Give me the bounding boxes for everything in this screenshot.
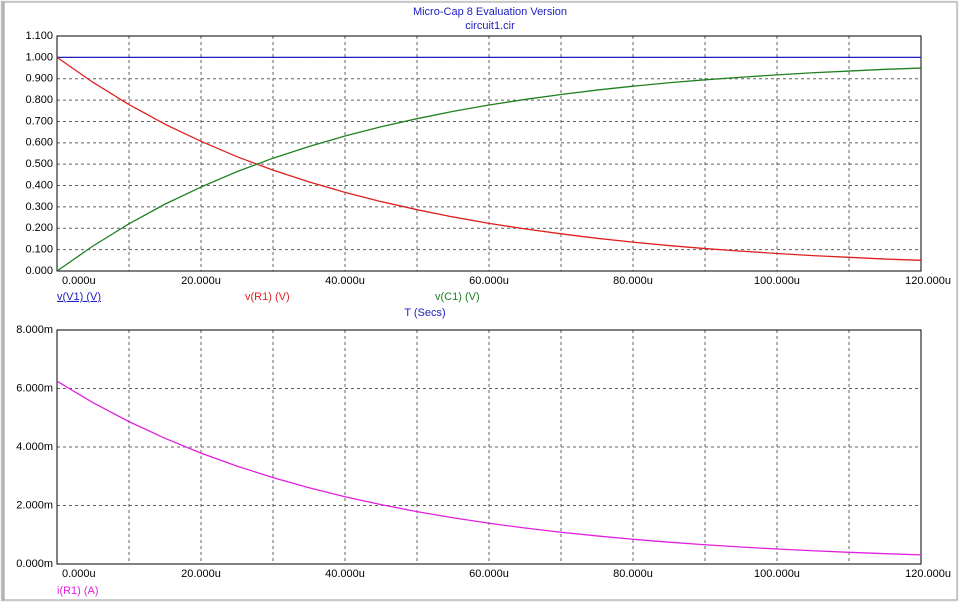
plot-frame — [56, 329, 922, 565]
x-tick-label: 120.000u — [905, 275, 951, 287]
window-edge — [1, 1, 4, 601]
x-tick-label: 0.000u — [62, 568, 96, 580]
y-tick-label: 0.300 — [25, 201, 53, 213]
x-tick-label: 100.000u — [754, 275, 800, 287]
y-tick-label: 0.400 — [25, 179, 53, 191]
x-tick-label: 80.000u — [613, 275, 653, 287]
y-tick-label: 0.600 — [25, 137, 53, 149]
y-tick-label: 0.900 — [25, 73, 53, 85]
legend-label: v(C1) (V) — [435, 291, 480, 303]
data-line — [56, 380, 922, 556]
y-tick-label: 1.100 — [25, 30, 53, 42]
legend-label: i(R1) (A) — [57, 585, 99, 597]
y-tick-label: 0.000 — [25, 265, 53, 277]
x-tick-label: 20.000u — [181, 275, 221, 287]
x-tick-label: 20.000u — [181, 568, 221, 580]
y-tick-label: 4.000m — [16, 441, 53, 453]
chart-title: Micro-Cap 8 Evaluation Version — [413, 6, 567, 18]
data-line — [56, 67, 922, 272]
y-tick-label: 0.200 — [25, 222, 53, 234]
x-tick-label: 60.000u — [469, 568, 509, 580]
plot-frame — [56, 35, 922, 272]
x-tick-label: 120.000u — [905, 568, 951, 580]
x-tick-label: 40.000u — [325, 568, 365, 580]
x-axis-label: T (Secs) — [404, 307, 445, 319]
y-tick-label: 2.000m — [16, 499, 53, 511]
y-tick-label: 8.000m — [16, 324, 53, 336]
y-tick-label: 6.000m — [16, 382, 53, 394]
chart-subtitle: circuit1.cir — [465, 20, 515, 32]
x-tick-label: 0.000u — [62, 275, 96, 287]
plot-window — [3, 1, 958, 601]
y-tick-label: 0.700 — [25, 115, 53, 127]
x-tick-label: 80.000u — [613, 568, 653, 580]
x-tick-label: 40.000u — [325, 275, 365, 287]
y-tick-label: 0.100 — [25, 244, 53, 256]
data-line — [56, 56, 922, 261]
y-tick-label: 0.000m — [16, 558, 53, 570]
y-tick-label: 0.800 — [25, 94, 53, 106]
legend-label: v(V1) (V) — [57, 291, 101, 303]
x-tick-label: 60.000u — [469, 275, 509, 287]
legend-label: v(R1) (V) — [245, 291, 290, 303]
x-tick-label: 100.000u — [754, 568, 800, 580]
y-tick-label: 1.000 — [25, 51, 53, 63]
y-tick-label: 0.500 — [25, 158, 53, 170]
